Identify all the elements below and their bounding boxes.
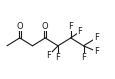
Text: F: F <box>77 27 82 36</box>
Text: F: F <box>55 53 60 62</box>
Text: F: F <box>93 33 98 42</box>
Text: F: F <box>46 51 51 60</box>
Text: O: O <box>42 22 48 31</box>
Text: O: O <box>16 22 23 31</box>
Text: F: F <box>68 22 73 31</box>
Text: F: F <box>93 47 98 56</box>
Text: F: F <box>80 53 85 62</box>
